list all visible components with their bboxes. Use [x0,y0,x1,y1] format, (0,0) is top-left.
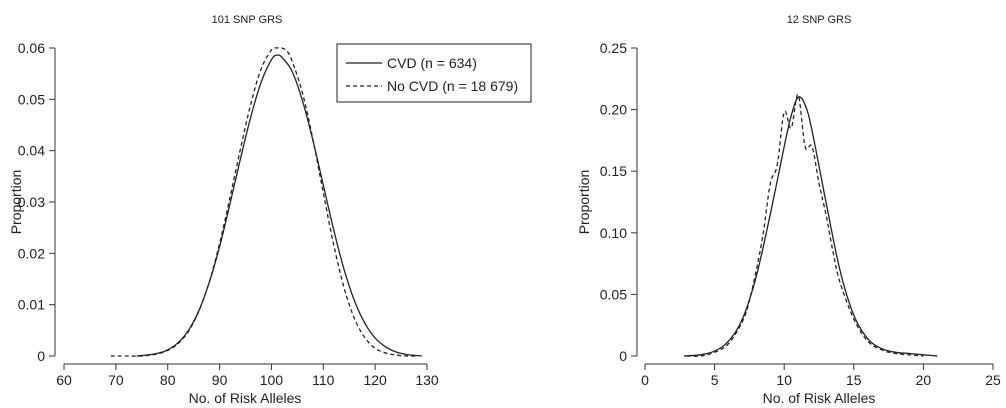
chart-12-snp-grs: 12 SNP GRS 0 5 10 15 20 25 00.050.100.150.200… [576,14,1001,406]
y-tick-label: 0 [37,348,45,364]
y-tick-label: 0.06 [18,40,45,56]
y-tick-label: 0.25 [600,40,627,56]
y-tick-label: 0.15 [600,163,627,179]
y-ticks: 0 0.01 0.02 0.03 0.04 0.05 0.06 [18,40,55,364]
series-lines [683,94,938,357]
series-line-no-cvd [110,47,417,357]
x-ticks: 0 5 10 15 20 25 [641,364,1001,388]
y-tick-label: 0.20 [600,102,627,118]
x-tick-label: 90 [212,372,228,388]
x-tick-label: 15 [846,372,862,388]
y-tick-label: 0.03 [18,194,45,210]
x-tick-label: 0 [641,372,649,388]
x-axis-label: No. of Risk Alleles [763,390,876,406]
y-axis-label: Proportion [576,170,592,235]
x-tick-label: 120 [363,372,387,388]
x-tick-label: 130 [415,372,439,388]
x-tick-label: 110 [312,372,335,388]
y-ticks: 0 0.05 0.10 0.15 0.20 0.25 [600,40,637,364]
x-tick-label: 80 [160,372,176,388]
legend-box [336,43,532,103]
x-tick-label: 60 [56,372,72,388]
chart-title: 101 SNP GRS [212,14,283,26]
x-tick-label: 25 [985,372,1001,388]
x-axis-label: No. of Risk Alleles [189,390,302,406]
y-tick-label: 0.05 [600,286,627,302]
x-tick-label: 70 [108,372,124,388]
y-tick-label: 0.05 [18,91,45,107]
x-tick-label: 5 [711,372,719,388]
chart-title: 12 SNP GRS [787,14,852,26]
x-tick-label: 20 [916,372,932,388]
legend-label-no-cvd: No CVD (n = 18 679) [387,78,518,94]
legend-label-cvd: CVD (n = 634) [387,55,477,71]
y-tick-label: 0 [619,348,627,364]
y-axis-label: Proportion [8,170,24,235]
y-tick-label: 0.10 [600,225,627,241]
x-tick-label: 100 [260,372,284,388]
y-tick-label: 0.01 [18,297,45,313]
x-ticks: 60 70 80 90 100 110 120 130 [56,364,439,388]
series-line-cvd [683,96,938,357]
y-tick-label: 0.04 [18,143,45,159]
series-lines [110,47,422,357]
series-line-no-cvd [686,94,924,357]
x-tick-label: 10 [776,372,792,388]
chart-101-snp-grs: 101 SNP GRS 60 70 80 90 100 110 120 130 0 0.01 0.… [8,14,532,406]
legend: CVD (n = 634) No CVD (n = 18 679) [336,43,532,103]
y-tick-label: 0.02 [18,245,45,261]
